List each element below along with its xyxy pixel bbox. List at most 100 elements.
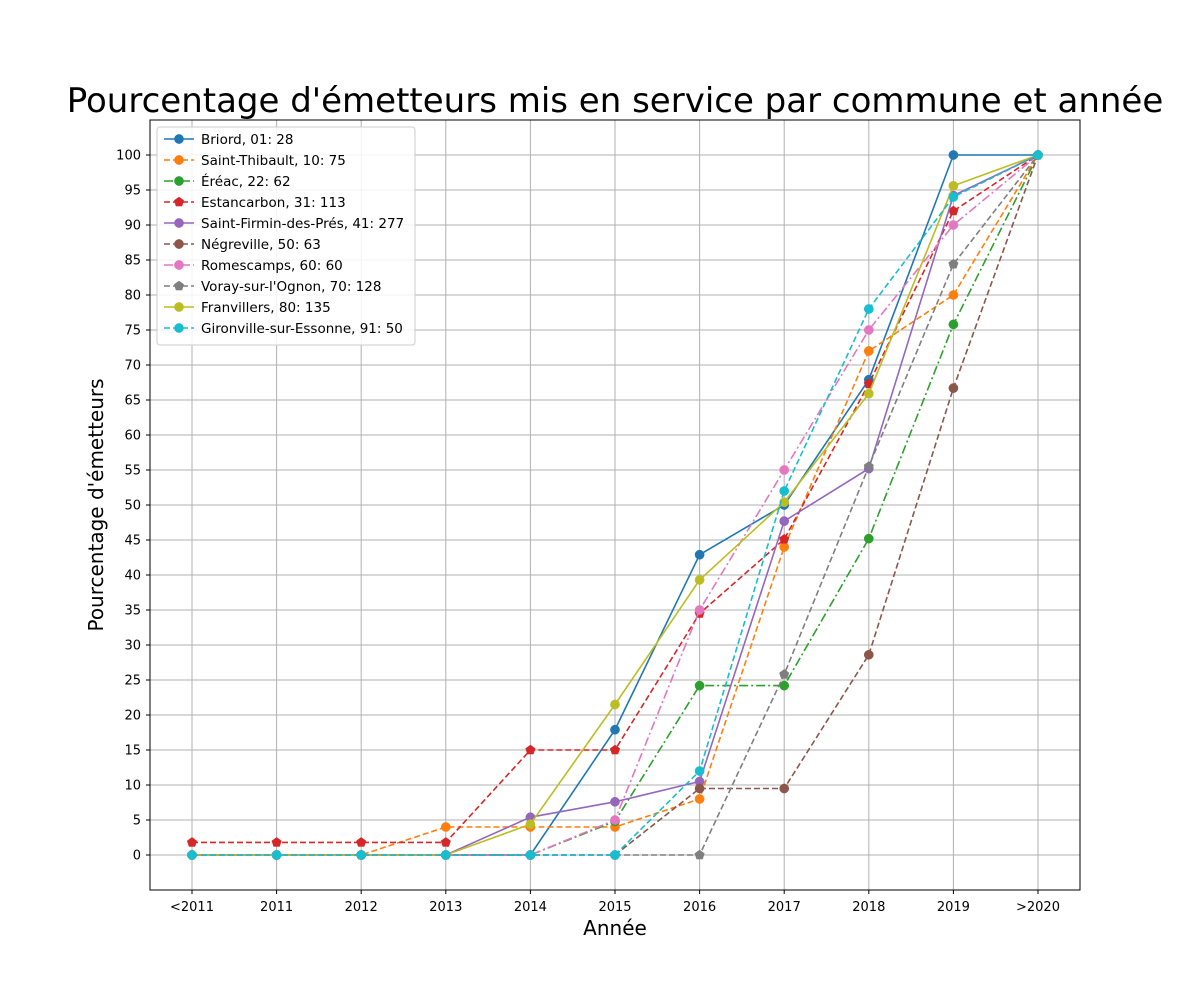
legend-marker [174, 239, 184, 249]
y-tick-label: 85 [124, 254, 141, 269]
data-point [779, 465, 790, 475]
data-point [694, 605, 705, 615]
data-point [610, 724, 620, 735]
y-tick-label: 100 [116, 149, 141, 164]
y-tick-label: 65 [124, 394, 141, 409]
data-point [863, 325, 874, 335]
legend-label: Saint-Firmin-des-Prés, 41: 277 [201, 216, 404, 232]
legend-entry: Gironville-sur-Essonne, 91: 50 [164, 321, 403, 337]
legend-entry: Négreville, 50: 63 [164, 237, 321, 253]
y-tick-label: 95 [124, 184, 141, 199]
y-tick-label: 40 [124, 569, 141, 584]
data-point [610, 850, 620, 860]
y-tick-label: 45 [124, 534, 141, 549]
legend-entry: Éréac, 22: 62 [164, 173, 291, 190]
data-point [610, 796, 620, 807]
data-point [863, 388, 874, 399]
data-point [694, 549, 705, 560]
legend-label: Estancarbon, 31: 113 [201, 195, 346, 211]
data-point [610, 815, 620, 825]
y-tick-label: 20 [124, 709, 141, 724]
legend-marker [174, 218, 184, 228]
x-tick-label: 2018 [852, 900, 885, 915]
series-10 [187, 150, 1043, 860]
x-axis-label: Année [583, 916, 647, 940]
x-tick-label: <2011 [170, 900, 214, 915]
data-point [356, 837, 367, 847]
data-point [609, 744, 621, 755]
data-point [440, 837, 451, 847]
legend-marker [174, 260, 184, 270]
legend-marker [173, 196, 185, 207]
x-tick-label: 2011 [260, 900, 293, 915]
legend-marker [174, 302, 184, 312]
x-tick-label: >2020 [1016, 900, 1060, 915]
data-point [779, 516, 790, 526]
y-tick-label: 60 [124, 429, 141, 444]
legend-entry: Voray-sur-l'Ognon, 70: 128 [164, 279, 381, 295]
y-tick-label: 70 [124, 359, 141, 374]
legend-label: Voray-sur-l'Ognon, 70: 128 [201, 279, 381, 295]
y-axis-label: Pourcentage d'émetteurs [84, 378, 108, 631]
x-tick-label: 2019 [937, 900, 970, 915]
data-point [271, 837, 282, 847]
legend-label: Éréac, 22: 62 [201, 173, 291, 190]
legend-label: Gironville-sur-Essonne, 91: 50 [201, 321, 403, 337]
y-tick-label: 25 [124, 674, 141, 689]
data-point [694, 766, 705, 776]
data-point [948, 180, 959, 191]
legend-entry: Estancarbon, 31: 113 [164, 195, 346, 211]
y-tick-label: 75 [124, 324, 141, 339]
legend-marker [174, 176, 184, 186]
data-point [863, 533, 874, 544]
data-point [187, 850, 197, 860]
legend-marker [174, 155, 184, 165]
legend: Briord, 01: 28 Saint-Thibault, 10: 75 Éréa… [156, 126, 416, 346]
legend-label: Briord, 01: 28 [201, 132, 293, 148]
data-point [694, 794, 705, 804]
legend-label: Négreville, 50: 63 [201, 237, 321, 253]
data-point [1033, 150, 1043, 160]
data-point [694, 783, 705, 794]
data-point [440, 822, 451, 832]
data-point [440, 850, 451, 860]
legend-entry: Franvillers, 80: 135 [164, 300, 331, 316]
data-point [948, 383, 959, 393]
axis-ticks: <2011 2011 2012 2013 2014 2015 2016 2017 2018 201… [116, 149, 1060, 916]
data-point [948, 220, 959, 230]
x-tick-label: 2013 [429, 900, 462, 915]
x-tick-label: 2015 [598, 900, 631, 915]
legend-marker [173, 280, 185, 291]
x-tick-label: 2017 [768, 900, 801, 915]
data-point [863, 461, 874, 471]
legend-marker [174, 134, 184, 144]
y-tick-label: 15 [124, 744, 141, 759]
plot-frame [149, 119, 1081, 891]
data-point [779, 542, 790, 552]
data-point [948, 290, 959, 300]
data-point [779, 783, 790, 794]
data-point [863, 304, 874, 314]
data-point [356, 850, 367, 860]
y-tick-label: 10 [124, 779, 141, 794]
data-point [271, 850, 282, 860]
data-point [948, 319, 959, 330]
data-point [779, 486, 790, 496]
data-point [186, 837, 198, 847]
y-tick-label: 50 [124, 499, 141, 514]
data-point [779, 669, 790, 679]
data-point [948, 258, 959, 269]
legend-entry: Romescamps, 60: 60 [164, 258, 343, 274]
data-point [779, 497, 790, 508]
data-point [863, 346, 874, 356]
data-point [610, 699, 620, 710]
data-point [525, 819, 536, 830]
data-point [948, 192, 959, 202]
chart-title: Pourcentage d'émetteurs mis en service p… [67, 81, 1164, 121]
data-point [694, 575, 705, 585]
data-point [694, 680, 705, 691]
y-tick-label: 90 [124, 219, 141, 234]
legend-box [156, 126, 416, 346]
y-tick-label: 35 [124, 604, 141, 619]
